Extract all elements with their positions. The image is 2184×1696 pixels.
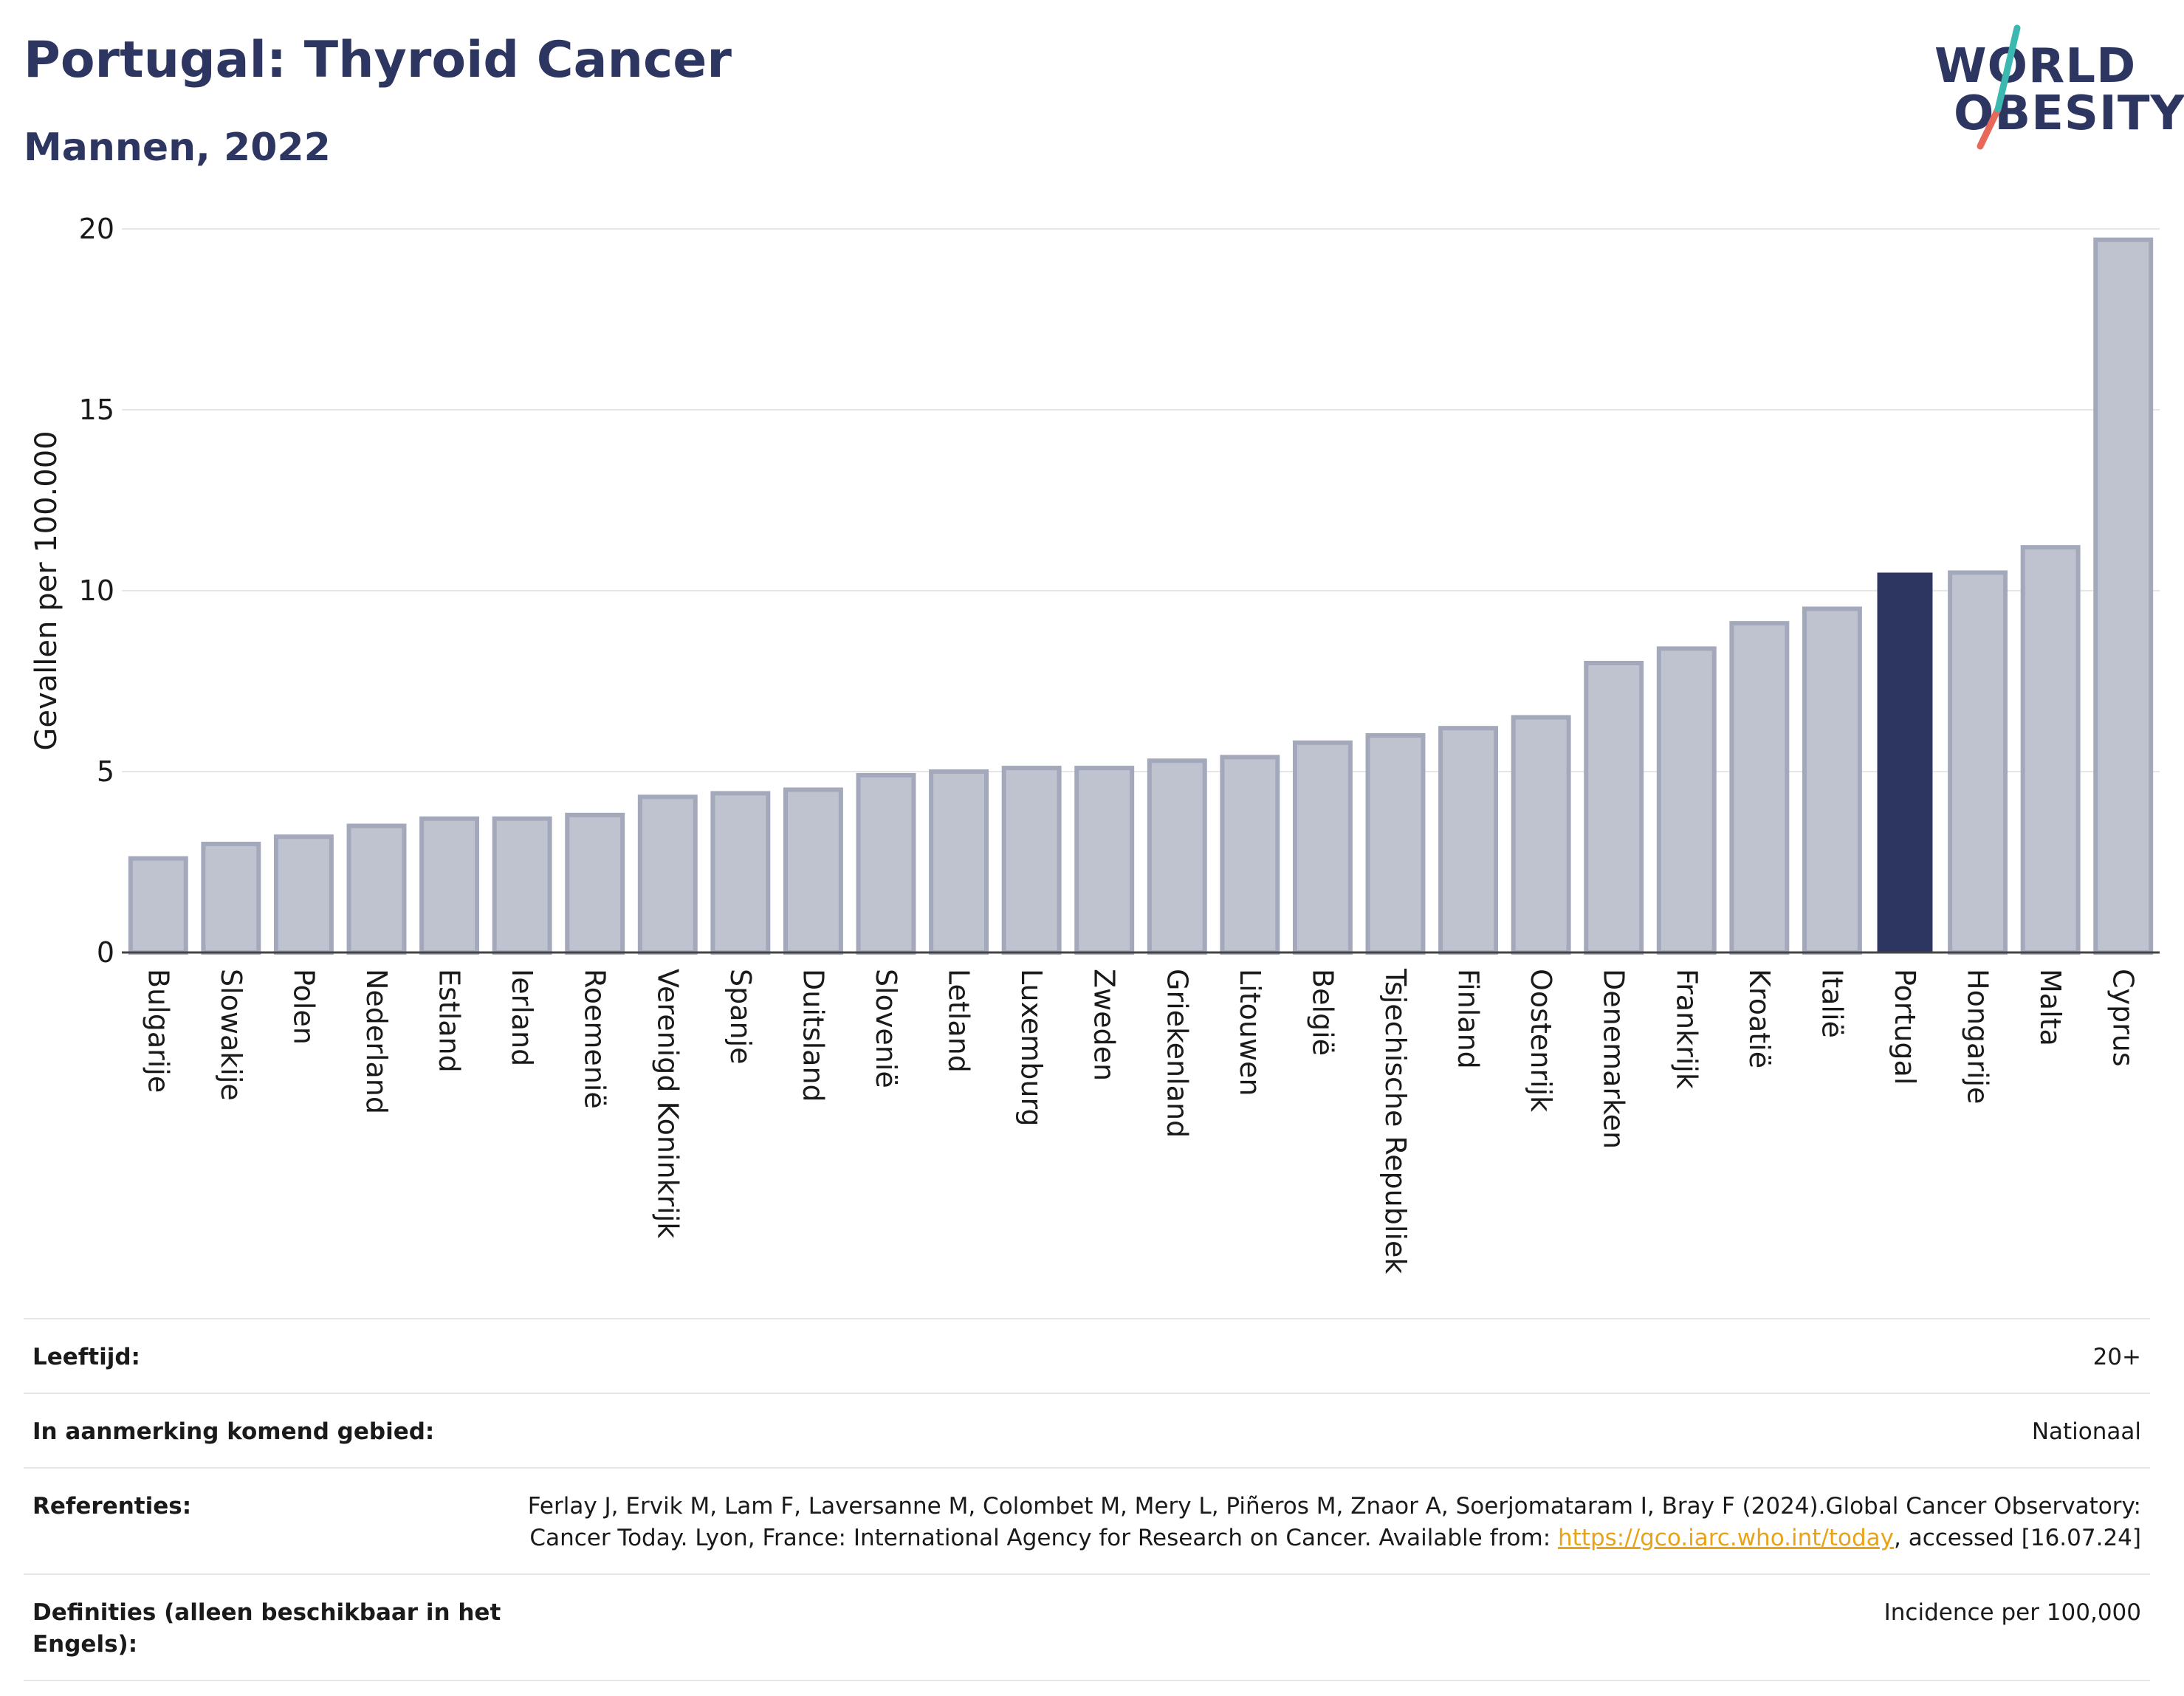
bar-slovenië xyxy=(856,772,916,955)
x-tick-label: Polen xyxy=(287,969,320,1045)
bar-verenigd-koninkrijk xyxy=(637,794,698,955)
chart-title: Portugal: Thyroid Cancer xyxy=(24,31,732,89)
bar-litouwen xyxy=(1220,755,1280,955)
x-tick-label: Luxemburg xyxy=(1015,969,1048,1127)
references-label: Referenties: xyxy=(32,1493,192,1520)
x-tick-label: Zweden xyxy=(1088,969,1121,1081)
logo-slash-icon xyxy=(1977,24,2021,150)
bar-denemarken xyxy=(1584,661,1644,955)
logo-word-world: WORLD xyxy=(1934,39,2137,94)
info-row-references: Referenties: Ferlay J, Ervik M, Lam F, L… xyxy=(24,1467,2150,1573)
x-tick-label: Griekenland xyxy=(1161,969,1193,1138)
x-tick-label: Tsjechische Republiek xyxy=(1379,968,1412,1274)
bar-hongarije xyxy=(1948,570,2008,955)
x-tick-label: Slovenië xyxy=(870,969,902,1088)
x-tick-label: Oostenrijk xyxy=(1525,969,1557,1112)
y-tick-label: 10 xyxy=(79,574,114,607)
bar-polen xyxy=(273,834,334,955)
definitions-label: Definities (alleen beschikbaar in het En… xyxy=(32,1599,501,1658)
reference-accessed: , accessed [16.07.24] xyxy=(1893,1525,2141,1551)
x-tick-label: Duitsland xyxy=(797,969,829,1102)
x-tick-label: Ierland xyxy=(506,969,538,1066)
bar-griekenland xyxy=(1147,758,1207,955)
info-row-area: In aanmerking komend gebied: Nationaal xyxy=(24,1393,2150,1467)
bar-malta xyxy=(2020,545,2081,955)
x-tick-label: Roemenië xyxy=(579,969,611,1109)
bar-spanje xyxy=(710,791,771,955)
bar-belgië xyxy=(1292,740,1353,955)
definitions-value: Incidence per 100,000 xyxy=(1883,1599,2141,1626)
x-tick-label: Nederland xyxy=(360,969,393,1114)
bar-nederland xyxy=(346,823,407,955)
bar-zweden xyxy=(1074,766,1135,955)
x-tick-label: Italië xyxy=(1816,969,1848,1038)
bar-tsjechische-republiek xyxy=(1365,733,1426,955)
x-tick-label: Frankrijk xyxy=(1670,969,1703,1089)
bar-kroatië xyxy=(1729,621,1790,955)
x-tick-label: Slowakije xyxy=(215,969,247,1101)
reference-link[interactable]: https://gco.iarc.who.int/today xyxy=(1558,1525,1894,1551)
age-label: Leeftijd: xyxy=(32,1344,140,1370)
x-tick-label: Spanje xyxy=(724,969,757,1065)
logo-word-obesity: OBESITY xyxy=(1954,86,2184,141)
bar-ierland xyxy=(492,816,552,955)
x-tick-label: Litouwen xyxy=(1234,969,1266,1096)
x-tick-label: Denemarken xyxy=(1598,969,1630,1149)
bar-chart: 0 5 10 15 20 Gevallen per 100.000 Bulgarije Slo… xyxy=(30,213,2160,1274)
age-value: 20+ xyxy=(2092,1344,2141,1370)
x-tick-label: Hongarije xyxy=(1962,969,1994,1104)
x-tick-label: Letland xyxy=(943,969,975,1073)
area-label: In aanmerking komend gebied: xyxy=(32,1418,435,1445)
reference-text: Ferlay J, Ervik M, Lam F, Laversanne M, … xyxy=(527,1493,2141,1551)
world-obesity-logo: WORLD OBESITY xyxy=(1920,21,2184,161)
bar-roemenië xyxy=(565,812,625,955)
x-tick-label: Estland xyxy=(433,969,466,1073)
y-tick-label: 0 xyxy=(97,936,114,969)
bar-slowakije xyxy=(201,842,261,955)
y-tick-label: 15 xyxy=(79,394,114,426)
chart-subtitle: Mannen, 2022 xyxy=(24,126,331,170)
bar-finland xyxy=(1438,726,1499,955)
bar-italië xyxy=(1802,606,1862,955)
x-tick-label: Verenigd Koninkrijk xyxy=(651,969,684,1238)
x-tick-label: Portugal xyxy=(1889,969,1921,1085)
bar-portugal xyxy=(1877,572,1933,952)
bar-bulgarije xyxy=(128,856,188,955)
bar-duitsland xyxy=(783,787,843,955)
bar-cyprus xyxy=(2093,237,2154,955)
info-table: Leeftijd: 20+ In aanmerking komend gebie… xyxy=(24,1318,2150,1681)
x-tick-label: Bulgarije xyxy=(142,969,174,1093)
x-tick-label: Malta xyxy=(2034,969,2067,1046)
x-tick-label: Cyprus xyxy=(2107,969,2140,1067)
bar-luxemburg xyxy=(1001,766,1062,955)
info-row-definitions: Definities (alleen beschikbaar in het En… xyxy=(24,1573,2150,1681)
bar-frankrijk xyxy=(1656,646,1717,955)
bar-estland xyxy=(419,816,480,955)
references-value: Ferlay J, Ervik M, Lam F, Laversanne M, … xyxy=(517,1491,2141,1554)
area-value: Nationaal xyxy=(2031,1418,2141,1445)
info-row-age: Leeftijd: 20+ xyxy=(24,1318,2150,1393)
y-tick-label: 5 xyxy=(97,755,114,788)
bar-letland xyxy=(929,769,989,955)
x-tick-label: Finland xyxy=(1452,969,1485,1069)
y-tick-label: 20 xyxy=(79,213,114,245)
x-tick-label: België xyxy=(1306,969,1339,1056)
y-axis-label: Gevallen per 100.000 xyxy=(30,430,63,750)
bar-oostenrijk xyxy=(1511,715,1571,955)
x-tick-label: Kroatië xyxy=(1743,969,1776,1068)
